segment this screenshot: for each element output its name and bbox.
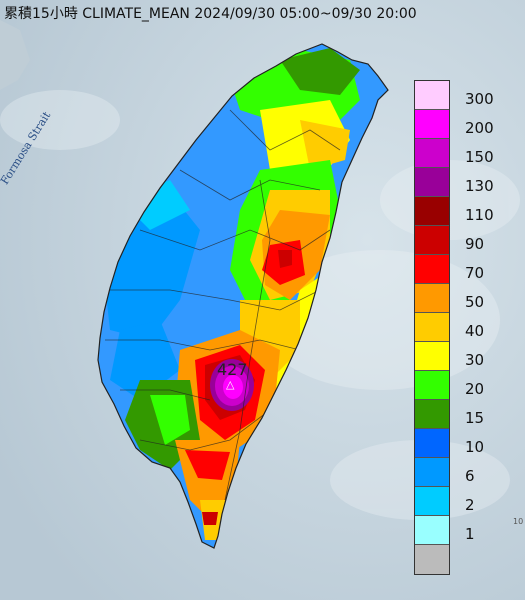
legend-label: 1 xyxy=(465,525,475,543)
map-title: 累積15小時 CLIMATE_MEAN 2024/09/30 05:00~09/… xyxy=(4,6,417,22)
legend-label: 2 xyxy=(465,496,475,514)
legend-label: 50 xyxy=(465,293,485,311)
legend-swatch xyxy=(415,168,449,197)
legend-label: 40 xyxy=(465,322,485,340)
legend-label: 30 xyxy=(465,351,485,369)
legend-swatch xyxy=(415,487,449,516)
legend-label: 200 xyxy=(465,119,494,137)
legend-swatch xyxy=(415,197,449,226)
legend-label: 150 xyxy=(465,148,494,166)
legend-label: 10 xyxy=(465,438,485,456)
legend-label: 15 xyxy=(465,409,485,427)
legend-swatch xyxy=(415,342,449,371)
legend-swatch xyxy=(415,110,449,139)
legend-swatch xyxy=(415,255,449,284)
coast-land xyxy=(0,20,30,90)
rainfall-legend xyxy=(414,80,450,575)
legend-label: 70 xyxy=(465,264,485,282)
legend-label: 6 xyxy=(465,467,475,485)
legend-label: 20 xyxy=(465,380,485,398)
island-outline xyxy=(97,43,389,549)
peak-rainfall-label: 427 xyxy=(217,360,248,379)
legend-swatch xyxy=(415,226,449,255)
legend-swatch xyxy=(415,313,449,342)
legend-swatch xyxy=(415,371,449,400)
legend-swatch xyxy=(415,284,449,313)
legend-label: 300 xyxy=(465,90,494,108)
peak-station-icon: △ xyxy=(226,378,235,391)
legend-swatch xyxy=(415,458,449,487)
legend-swatch xyxy=(415,81,449,110)
legend-swatch xyxy=(415,516,449,545)
edge-text: 10 xyxy=(513,517,524,526)
legend-label: 110 xyxy=(465,206,494,224)
legend-swatch xyxy=(415,139,449,168)
legend-swatch xyxy=(415,545,449,574)
legend-swatch xyxy=(415,429,449,458)
legend-label: 90 xyxy=(465,235,485,253)
legend-swatch xyxy=(415,400,449,429)
legend-label: 130 xyxy=(465,177,494,195)
